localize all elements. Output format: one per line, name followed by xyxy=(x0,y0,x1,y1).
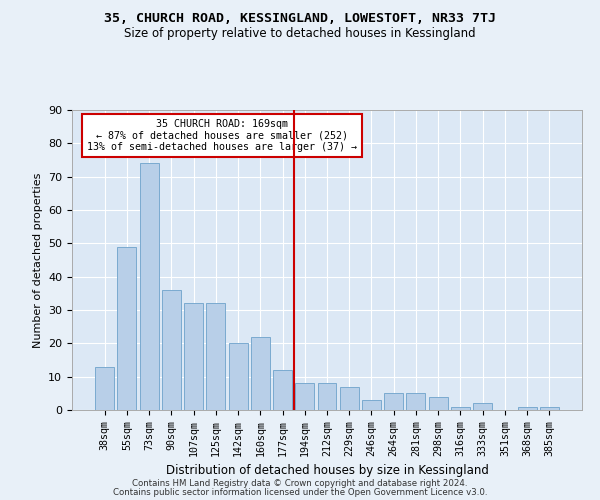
Bar xyxy=(406,394,425,410)
Bar xyxy=(473,404,492,410)
Text: 35 CHURCH ROAD: 169sqm
← 87% of detached houses are smaller (252)
13% of semi-de: 35 CHURCH ROAD: 169sqm ← 87% of detached… xyxy=(88,119,358,152)
X-axis label: Distribution of detached houses by size in Kessingland: Distribution of detached houses by size … xyxy=(166,464,488,477)
Bar xyxy=(384,394,403,410)
Bar xyxy=(340,386,359,410)
Bar xyxy=(251,336,270,410)
Bar xyxy=(429,396,448,410)
Bar xyxy=(362,400,381,410)
Bar xyxy=(140,164,158,410)
Bar xyxy=(295,384,314,410)
Bar xyxy=(273,370,292,410)
Text: Contains HM Land Registry data © Crown copyright and database right 2024.: Contains HM Land Registry data © Crown c… xyxy=(132,478,468,488)
Text: Size of property relative to detached houses in Kessingland: Size of property relative to detached ho… xyxy=(124,28,476,40)
Bar xyxy=(95,366,114,410)
Bar xyxy=(206,304,225,410)
Bar xyxy=(229,344,248,410)
Bar xyxy=(184,304,203,410)
Bar xyxy=(317,384,337,410)
Bar xyxy=(162,290,181,410)
Text: Contains public sector information licensed under the Open Government Licence v3: Contains public sector information licen… xyxy=(113,488,487,497)
Bar xyxy=(118,246,136,410)
Text: 35, CHURCH ROAD, KESSINGLAND, LOWESTOFT, NR33 7TJ: 35, CHURCH ROAD, KESSINGLAND, LOWESTOFT,… xyxy=(104,12,496,26)
Bar xyxy=(518,406,536,410)
Bar xyxy=(451,406,470,410)
Bar xyxy=(540,406,559,410)
Y-axis label: Number of detached properties: Number of detached properties xyxy=(32,172,43,348)
